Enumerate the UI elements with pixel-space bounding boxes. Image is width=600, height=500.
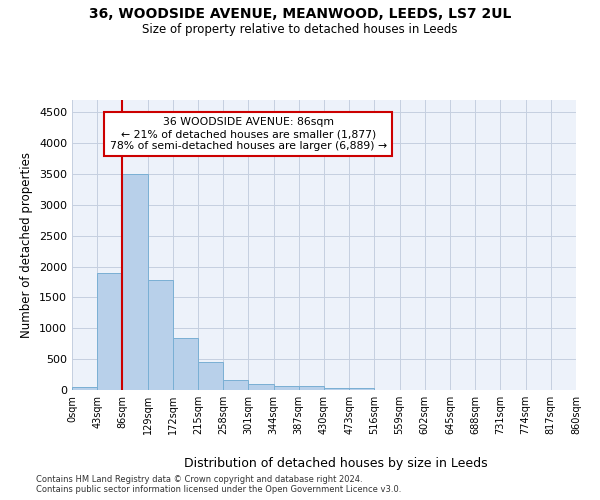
Bar bbox=[324, 388, 349, 390]
Bar bbox=[122, 174, 148, 390]
Y-axis label: Number of detached properties: Number of detached properties bbox=[20, 152, 34, 338]
Bar bbox=[274, 386, 299, 390]
Text: Contains HM Land Registry data © Crown copyright and database right 2024.: Contains HM Land Registry data © Crown c… bbox=[36, 475, 362, 484]
Text: 36, WOODSIDE AVENUE, MEANWOOD, LEEDS, LS7 2UL: 36, WOODSIDE AVENUE, MEANWOOD, LEEDS, LS… bbox=[89, 8, 511, 22]
Text: Distribution of detached houses by size in Leeds: Distribution of detached houses by size … bbox=[184, 458, 488, 470]
Bar bbox=[198, 362, 223, 390]
Bar bbox=[248, 384, 274, 390]
Bar bbox=[97, 273, 122, 390]
Text: Contains public sector information licensed under the Open Government Licence v3: Contains public sector information licen… bbox=[36, 485, 401, 494]
Text: Size of property relative to detached houses in Leeds: Size of property relative to detached ho… bbox=[142, 22, 458, 36]
Bar bbox=[299, 386, 324, 390]
Bar bbox=[223, 380, 248, 390]
Bar bbox=[148, 280, 173, 390]
Bar bbox=[349, 388, 374, 390]
Bar bbox=[72, 387, 97, 390]
Text: 36 WOODSIDE AVENUE: 86sqm
← 21% of detached houses are smaller (1,877)
78% of se: 36 WOODSIDE AVENUE: 86sqm ← 21% of detac… bbox=[110, 118, 387, 150]
Bar bbox=[173, 338, 198, 390]
